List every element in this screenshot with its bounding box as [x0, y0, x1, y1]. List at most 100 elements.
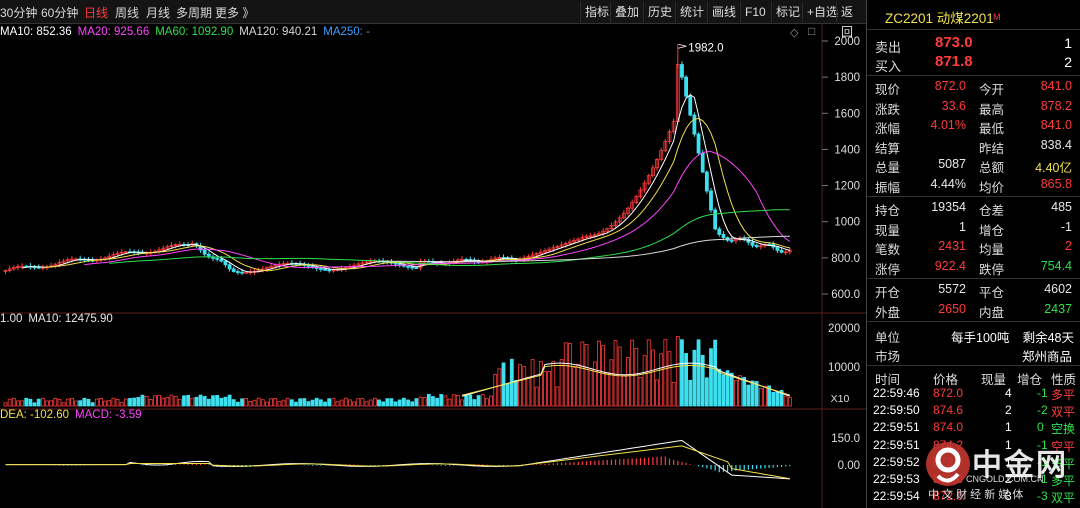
price-tick-6: 800.0	[831, 253, 860, 265]
volume-bar-107	[447, 398, 452, 407]
volume-bar-171	[713, 339, 718, 407]
volume-bar-48	[202, 396, 207, 407]
toolbar-button-1[interactable]: 叠加	[610, 2, 643, 22]
toolbar-button-5[interactable]: F10	[740, 2, 770, 22]
volume-bar-117	[489, 395, 493, 407]
volume-bar-67	[281, 399, 286, 407]
volume-bar-121	[505, 383, 510, 407]
candle-body-139	[580, 237, 585, 240]
volume-bar-103	[431, 396, 435, 407]
volume-bar-131	[547, 371, 552, 407]
volume-bar-112	[468, 394, 473, 407]
candle-body-0	[3, 270, 8, 272]
candle-body-138	[576, 238, 581, 241]
volume-bar-141	[588, 369, 593, 407]
candle-body-154	[642, 182, 647, 191]
volume-bar-24	[103, 400, 107, 407]
volume-bar-50	[211, 395, 215, 407]
toolbar-button-8[interactable]: 返回	[836, 2, 866, 39]
stat-label-4-1: 总额	[979, 161, 1005, 176]
volume-bar-39	[165, 396, 170, 407]
volume-bar-73	[306, 401, 311, 407]
candle-body-150	[626, 207, 630, 214]
period-tab-2[interactable]: 日线	[84, 6, 109, 20]
trade-time-4: 22:59:52	[873, 454, 920, 469]
stat-value-2-1: 841.0	[1040, 118, 1072, 133]
volume-bar-184	[767, 385, 771, 407]
toolbar-button-7[interactable]: +自选	[802, 2, 842, 22]
close-icon[interactable]: □	[808, 24, 816, 38]
candle-body-37	[157, 249, 161, 252]
volume-bar-41	[173, 396, 178, 407]
period-tab-1[interactable]: 60分钟	[41, 6, 79, 20]
toolbar-button-0[interactable]: 指标	[580, 2, 613, 22]
candle-body-1	[7, 268, 12, 271]
volume-bar-105	[439, 394, 444, 407]
candle-body-128	[534, 253, 539, 256]
volume-bar-36	[152, 395, 157, 407]
candle-body-161	[671, 121, 676, 133]
volume-bar-102	[426, 393, 431, 407]
volume-bar-111	[464, 394, 469, 407]
candle-body-129	[538, 251, 543, 254]
period-tab-0[interactable]: 30分钟	[0, 6, 38, 20]
trade-time-5: 22:59:53	[873, 472, 920, 486]
toolbar-button-6[interactable]: 标记	[771, 2, 804, 22]
volume-bar-43	[182, 395, 186, 407]
stat3-label-0-0: 开仓	[875, 286, 901, 300]
period-tab-5[interactable]: 多周期	[176, 6, 213, 20]
volume-bar-27	[115, 399, 120, 407]
volume-bar-106	[443, 395, 448, 407]
trade-qty-6: 3	[1005, 489, 1012, 504]
volume-bar-12	[53, 397, 58, 407]
toolbar-button-3[interactable]: 统计	[675, 2, 708, 22]
volume-bar-82	[343, 397, 348, 407]
stat2-value-2-1: 2	[1065, 239, 1072, 254]
volume-bar-179	[746, 384, 751, 407]
volume-bar-170	[709, 348, 713, 407]
candle-body-135	[563, 242, 568, 246]
volume-bar-133	[555, 386, 560, 407]
trade-time-6: 22:59:54	[873, 489, 920, 504]
volume-bar-165	[688, 379, 693, 407]
trade-nature-1: 双平	[1051, 405, 1076, 420]
volume-bar-87	[364, 401, 369, 407]
macd-tick-0: 150.0	[831, 433, 860, 445]
candle-body-87	[364, 261, 369, 264]
kline-chart[interactable]: 2000 1800 1600 1400 1200 1000 800.0 600.0 1982.0…	[0, 0, 866, 508]
contract-mark: M	[993, 12, 1001, 22]
candle-body-164	[684, 76, 688, 97]
volume-bar-88	[368, 399, 373, 407]
toolbar-button-4[interactable]: 画线	[707, 2, 740, 22]
volume-bar-128	[534, 386, 539, 407]
trade-delta-0: -1	[1037, 386, 1048, 400]
period-tab-4[interactable]: 月线	[146, 6, 171, 20]
candle-body-15	[65, 259, 70, 262]
stat2-label-0-1: 仓差	[979, 204, 1005, 218]
volume-bar-168	[700, 354, 705, 407]
settings-icon[interactable]: ◇	[790, 27, 799, 39]
candle-body-137	[572, 240, 576, 243]
price-tick-7: 600.0	[831, 289, 860, 301]
divider	[867, 365, 1080, 366]
price-tick-5: 1000	[834, 217, 860, 229]
volume-bar-127	[530, 359, 535, 407]
volume-bar-172	[717, 368, 722, 407]
period-tab-6[interactable]: 更多 》	[215, 6, 255, 20]
stat-value-4-0: 5087	[938, 157, 966, 172]
candle-body-170	[709, 190, 713, 211]
volume-bar-70	[294, 401, 298, 407]
volume-bar-139	[580, 341, 585, 407]
buy-qty: 2	[1064, 54, 1072, 70]
volume-bar-110	[460, 399, 464, 407]
volume-bar-47	[198, 394, 203, 407]
volume-bar-187	[779, 390, 784, 407]
volume-bar-38	[161, 397, 166, 407]
candle-body-151	[630, 202, 635, 209]
volume-bar-116	[484, 398, 489, 407]
candle-body-110	[460, 258, 464, 261]
macd-legend-item-0: DEA: -102.60	[0, 409, 70, 421]
stat3-value-0-0: 5572	[938, 282, 966, 296]
period-tab-3[interactable]: 周线	[115, 6, 140, 20]
toolbar-button-2[interactable]: 历史	[643, 2, 676, 22]
